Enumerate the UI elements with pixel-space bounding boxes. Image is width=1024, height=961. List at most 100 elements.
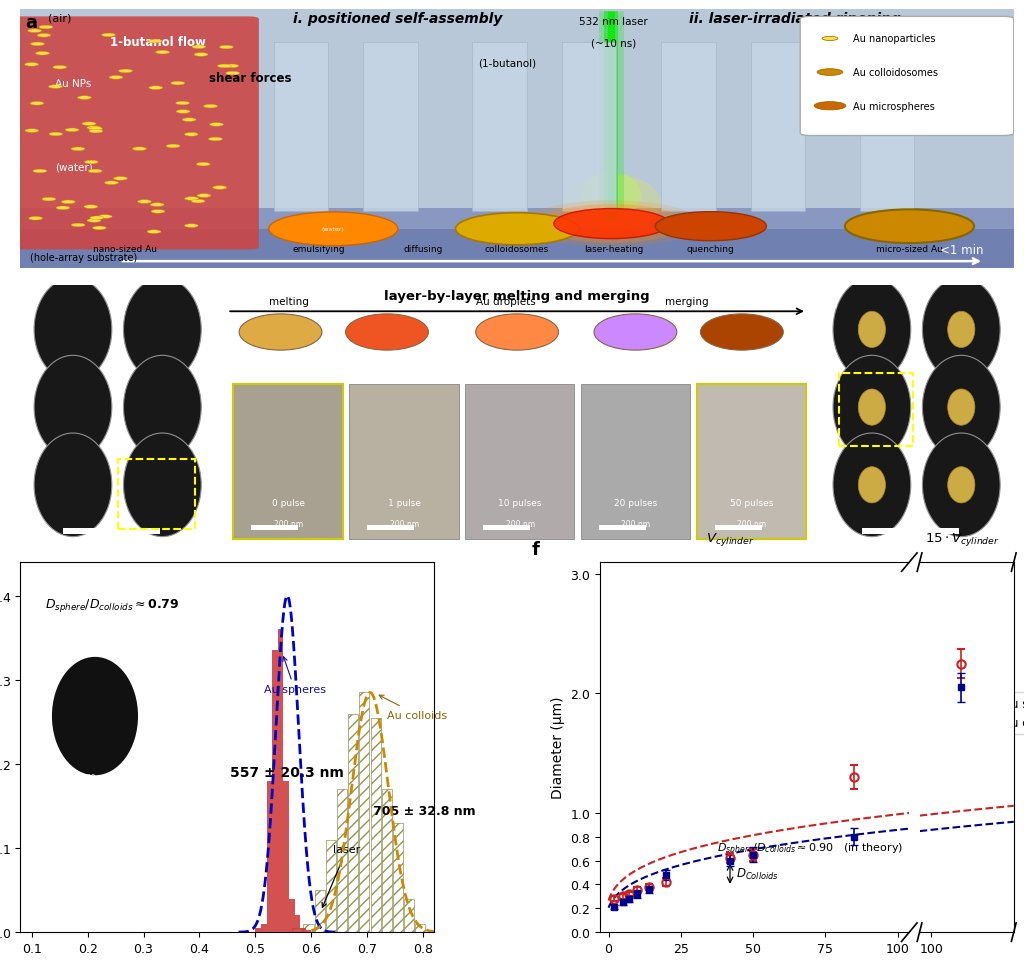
Circle shape bbox=[195, 54, 208, 58]
Circle shape bbox=[104, 182, 119, 185]
Text: (water): (water) bbox=[55, 162, 93, 172]
Circle shape bbox=[151, 204, 164, 208]
Text: Au NPs: Au NPs bbox=[55, 79, 91, 89]
Circle shape bbox=[132, 148, 146, 152]
Circle shape bbox=[119, 70, 132, 74]
Text: (air): (air) bbox=[48, 13, 72, 23]
Circle shape bbox=[87, 219, 101, 223]
Bar bbox=[416, 924, 425, 932]
Circle shape bbox=[217, 65, 231, 68]
Circle shape bbox=[29, 217, 43, 221]
Bar bbox=[261, 924, 266, 932]
Text: d: d bbox=[825, 294, 837, 311]
Y-axis label: Diameter (μm): Diameter (μm) bbox=[551, 696, 564, 799]
Circle shape bbox=[554, 209, 669, 239]
Text: $D_{sphere}/D_{colloids}$$\approx$0.79: $D_{sphere}/D_{colloids}$$\approx$0.79 bbox=[45, 596, 180, 613]
Circle shape bbox=[191, 46, 206, 50]
Bar bbox=[300, 928, 306, 932]
Circle shape bbox=[90, 217, 103, 220]
Circle shape bbox=[833, 433, 910, 537]
Bar bbox=[371, 718, 381, 932]
Circle shape bbox=[88, 170, 102, 174]
Circle shape bbox=[176, 111, 190, 114]
Circle shape bbox=[822, 37, 838, 41]
Circle shape bbox=[700, 314, 783, 351]
Circle shape bbox=[28, 30, 42, 34]
Circle shape bbox=[124, 433, 202, 537]
Circle shape bbox=[182, 118, 196, 122]
Bar bbox=[20, 10, 1014, 222]
Circle shape bbox=[49, 133, 62, 136]
Bar bbox=[482, 526, 530, 530]
Bar bbox=[326, 840, 336, 932]
Bar bbox=[251, 526, 298, 530]
Legend: Au spheres, Au colloids: Au spheres, Au colloids bbox=[966, 693, 1024, 734]
Text: f: f bbox=[531, 540, 540, 558]
Text: (water): (water) bbox=[322, 227, 345, 232]
Text: 200 nm: 200 nm bbox=[622, 519, 650, 528]
Circle shape bbox=[87, 127, 100, 131]
Text: 200 nm: 200 nm bbox=[506, 519, 535, 528]
Text: <1 min: <1 min bbox=[940, 244, 984, 257]
Circle shape bbox=[923, 433, 1000, 537]
Bar bbox=[860, 43, 914, 211]
Circle shape bbox=[72, 224, 85, 228]
Text: 50 pulses: 50 pulses bbox=[730, 499, 774, 507]
Bar bbox=[255, 928, 261, 932]
Circle shape bbox=[148, 40, 162, 44]
Bar bbox=[465, 384, 574, 540]
Circle shape bbox=[147, 231, 161, 234]
Text: merging: merging bbox=[665, 296, 709, 307]
Bar bbox=[662, 43, 716, 211]
Bar bbox=[292, 928, 302, 932]
Circle shape bbox=[88, 128, 102, 132]
Bar bbox=[272, 651, 278, 932]
Circle shape bbox=[225, 65, 239, 68]
Text: (1-butanol): (1-butanol) bbox=[478, 59, 537, 68]
Circle shape bbox=[204, 105, 217, 109]
Text: $15\cdot V_{cylinder}$: $15\cdot V_{cylinder}$ bbox=[925, 530, 999, 548]
Text: Au droplets: Au droplets bbox=[476, 296, 536, 307]
Circle shape bbox=[89, 130, 103, 134]
Bar bbox=[751, 43, 805, 211]
Circle shape bbox=[48, 86, 62, 89]
Circle shape bbox=[84, 161, 98, 164]
Bar bbox=[306, 930, 311, 932]
Text: 5 μm: 5 μm bbox=[904, 517, 929, 528]
Text: nano-sized Au: nano-sized Au bbox=[93, 245, 157, 254]
Text: layer-by-layer melting and merging: layer-by-layer melting and merging bbox=[384, 290, 650, 303]
Bar bbox=[715, 526, 762, 530]
Circle shape bbox=[210, 123, 223, 127]
Bar bbox=[266, 781, 272, 932]
Text: ii. laser-irradiated ripening: ii. laser-irradiated ripening bbox=[689, 12, 901, 26]
Circle shape bbox=[84, 206, 98, 209]
Circle shape bbox=[42, 198, 56, 202]
Bar bbox=[337, 789, 347, 932]
Bar bbox=[404, 899, 415, 932]
Circle shape bbox=[137, 201, 152, 204]
Text: 200 nm: 200 nm bbox=[273, 519, 303, 528]
Bar bbox=[581, 384, 690, 540]
Circle shape bbox=[53, 66, 67, 70]
Text: Au spheres: Au spheres bbox=[264, 657, 326, 695]
Text: 200 nm: 200 nm bbox=[737, 519, 767, 528]
Circle shape bbox=[197, 194, 211, 198]
Text: 705 ± 32.8 nm: 705 ± 32.8 nm bbox=[373, 804, 475, 818]
Circle shape bbox=[225, 72, 240, 76]
Circle shape bbox=[30, 102, 44, 106]
Bar bbox=[314, 890, 325, 932]
Bar bbox=[233, 384, 343, 540]
Circle shape bbox=[92, 227, 106, 231]
Text: Au nanoparticles: Au nanoparticles bbox=[853, 35, 935, 44]
Circle shape bbox=[655, 212, 766, 241]
Circle shape bbox=[923, 356, 1000, 459]
Circle shape bbox=[98, 215, 113, 219]
Circle shape bbox=[845, 210, 974, 244]
Circle shape bbox=[858, 467, 886, 504]
Bar bbox=[20, 209, 1014, 230]
Bar bbox=[349, 384, 459, 540]
Bar bbox=[599, 526, 646, 530]
Bar bbox=[562, 43, 616, 211]
Circle shape bbox=[923, 279, 1000, 382]
Circle shape bbox=[817, 69, 843, 76]
